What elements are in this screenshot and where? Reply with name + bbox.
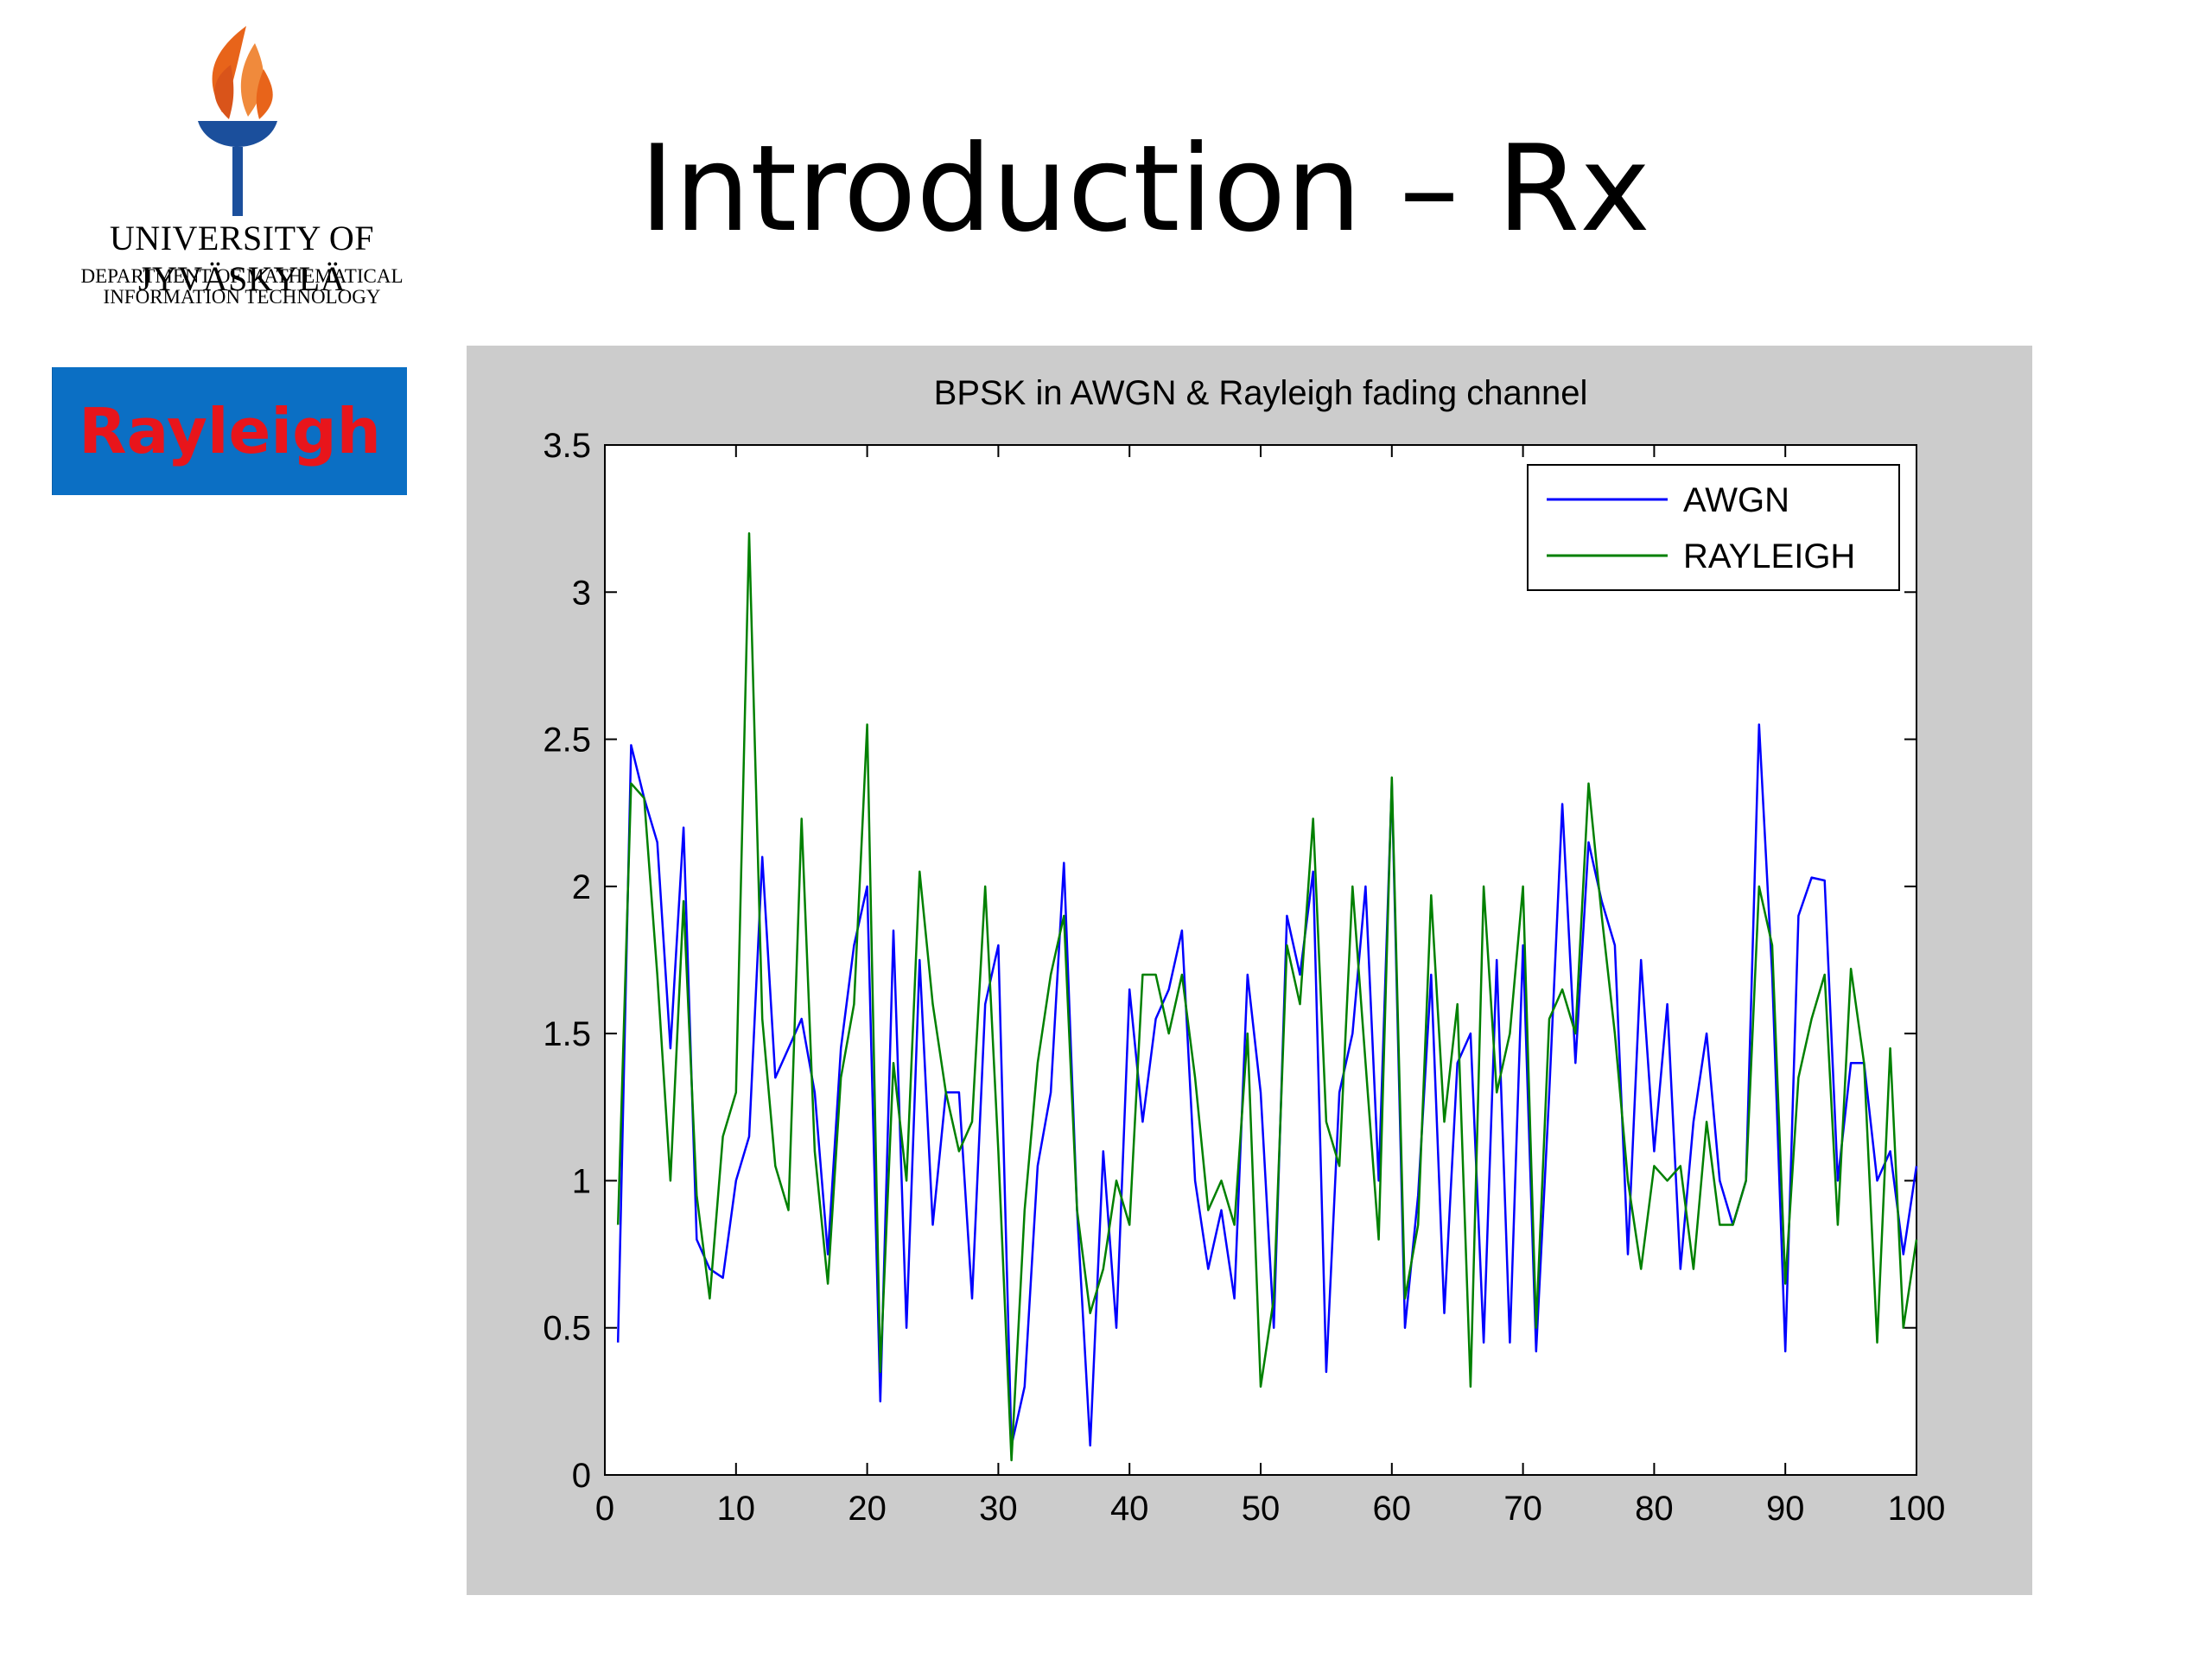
x-tick-label: 0 <box>595 1490 614 1528</box>
plot-area <box>604 444 1917 1476</box>
x-tick-label: 20 <box>848 1490 887 1528</box>
chart-legend: AWGN RAYLEIGH <box>1527 464 1900 591</box>
logo-department-line2: INFORMATION TECHNOLOGY <box>103 286 381 308</box>
page-title: Introduction – Rx <box>639 119 1650 258</box>
torch-icon <box>198 26 277 216</box>
x-tick-label: 70 <box>1503 1490 1542 1528</box>
x-tick-label: 10 <box>717 1490 756 1528</box>
university-logo: UNIVERSITY OF JYVÄSKYLÄ DEPARTMENT OF MA… <box>17 17 467 328</box>
series-line-rayleigh <box>616 531 1918 1462</box>
y-tick-label: 3.5 <box>543 427 591 465</box>
y-tick-label: 1.5 <box>543 1015 591 1053</box>
legend-label-rayleigh: RAYLEIGH <box>1683 537 1855 575</box>
series-line-awgn <box>616 723 1918 1447</box>
rayleigh-badge-label: Rayleigh <box>79 395 381 467</box>
series-lines <box>616 531 1918 1462</box>
y-tick-label: 3 <box>572 574 591 612</box>
x-tick-label: 40 <box>1110 1490 1149 1528</box>
x-tick-label: 100 <box>1888 1490 1946 1528</box>
logo-department-line1: DEPARTMENT OF MATHEMATICAL <box>80 265 404 287</box>
axis-ticks: 0 10 20 30 40 50 60 70 80 90 100 0 0.5 1 1.5 2 2.5 3 3.5 <box>543 427 1945 1528</box>
y-tick-label: 1 <box>572 1162 591 1200</box>
legend-label-awgn: AWGN <box>1683 481 1789 519</box>
chart-figure: BPSK in AWGN & Rayleigh fading channel 0… <box>467 346 2032 1595</box>
y-tick-label: 2 <box>572 868 591 906</box>
legend-box <box>1527 464 1900 591</box>
x-tick-label: 50 <box>1242 1490 1281 1528</box>
rayleigh-badge: Rayleigh <box>52 367 407 495</box>
y-tick-label: 0.5 <box>543 1310 591 1348</box>
chart-svg: BPSK in AWGN & Rayleigh fading channel 0… <box>543 374 1945 1528</box>
y-tick-label: 0 <box>572 1457 591 1495</box>
x-tick-label: 60 <box>1373 1490 1412 1528</box>
x-tick-label: 30 <box>979 1490 1018 1528</box>
x-tick-label: 90 <box>1766 1490 1805 1528</box>
x-tick-label: 80 <box>1635 1490 1674 1528</box>
chart-title: BPSK in AWGN & Rayleigh fading channel <box>934 374 1588 412</box>
logo-university-name: UNIVERSITY OF JYVÄSKYLÄ <box>109 219 375 298</box>
y-tick-label: 2.5 <box>543 721 591 760</box>
logo-department: DEPARTMENT OF MATHEMATICAL INFORMATION T… <box>17 266 467 308</box>
